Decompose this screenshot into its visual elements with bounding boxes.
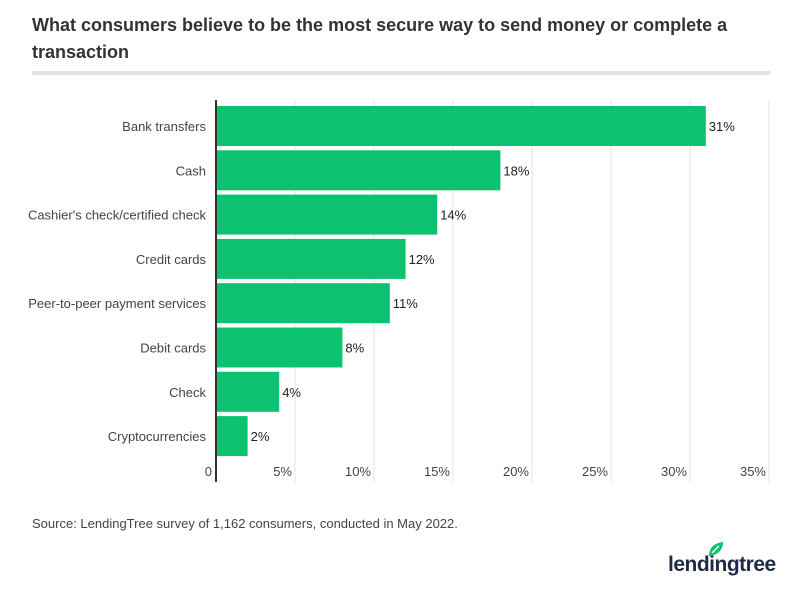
category-label: Cash (176, 163, 206, 178)
data-label: 4% (282, 385, 301, 400)
category-label: Check (169, 385, 206, 400)
title-divider (32, 71, 770, 75)
bar (216, 371, 280, 412)
x-tick-label: 30% (661, 464, 687, 479)
x-tick-label: 5% (273, 464, 292, 479)
category-label: Bank transfers (122, 119, 206, 134)
bar (216, 194, 438, 235)
source-note: Source: LendingTree survey of 1,162 cons… (32, 516, 458, 531)
data-label: 18% (503, 163, 529, 178)
bar (216, 416, 248, 457)
data-label: 2% (251, 429, 270, 444)
bar (216, 283, 390, 324)
lendingtree-logo: lendingtree (668, 542, 776, 577)
data-label: 14% (440, 208, 466, 223)
data-label: 11% (393, 296, 418, 311)
x-tick-label: 0 (205, 464, 212, 479)
data-label: 8% (345, 341, 364, 356)
category-label: Peer-to-peer payment services (28, 296, 206, 311)
data-label: 12% (409, 252, 435, 267)
data-label: 31% (709, 119, 735, 134)
x-tick-label: 10% (345, 464, 371, 479)
category-label: Credit cards (136, 252, 207, 267)
category-label: Cryptocurrencies (108, 429, 207, 444)
bar (216, 327, 343, 368)
bar (216, 150, 501, 191)
x-tick-label: 20% (503, 464, 529, 479)
bar (216, 106, 706, 146)
x-tick-label: 35% (740, 464, 766, 479)
x-tick-label: 25% (582, 464, 608, 479)
chart-title: What consumers believe to be the most se… (32, 15, 728, 62)
x-tick-label: 15% (424, 464, 450, 479)
category-label: Cashier's check/certified check (28, 208, 207, 223)
category-label: Debit cards (140, 341, 206, 356)
leaf-icon (709, 542, 723, 556)
logo-text: lendingtree (668, 553, 776, 576)
bar (216, 238, 406, 279)
